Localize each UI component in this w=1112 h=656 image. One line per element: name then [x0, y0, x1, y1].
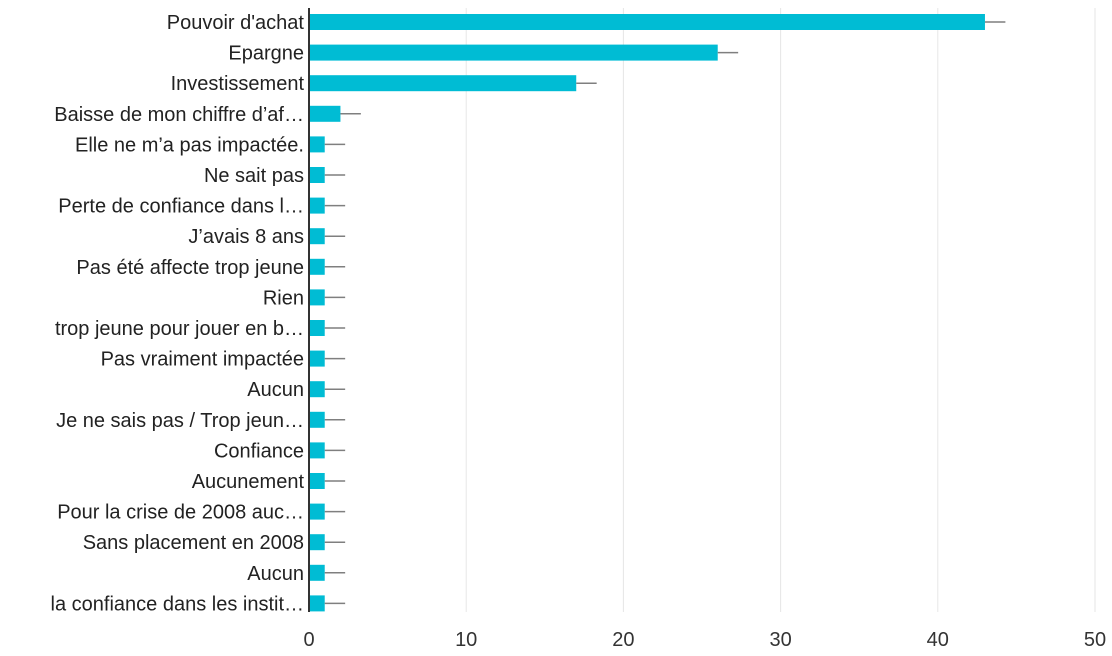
category-label-15: Aucunement [192, 471, 305, 493]
x-tick-label-40: 40 [927, 629, 949, 651]
category-label-18: Aucun [247, 563, 304, 585]
category-label-16: Pour la crise de 2008 auc… [57, 502, 304, 524]
bar-5 [309, 167, 325, 183]
error-bar-layer [324, 21, 1006, 605]
category-label-19: la confiance dans les instit… [51, 593, 304, 615]
bar-18 [309, 564, 325, 581]
category-label-8: Pas été affecte trop jeune [76, 257, 304, 279]
category-label-0: Pouvoir d'achat [167, 12, 305, 34]
bar-0 [309, 14, 985, 30]
category-label-layer: Pouvoir d'achat Epargne Investissement Bais… [51, 12, 305, 615]
bar-layer [309, 14, 985, 612]
x-tick-layer: 0 10 20 30 40 50 [303, 629, 1106, 651]
bar-4 [309, 136, 325, 153]
bar-19 [309, 595, 325, 612]
category-label-7: J’avais 8 ans [188, 226, 304, 248]
category-label-3: Baisse de mon chiffre d’af… [54, 104, 304, 126]
category-label-1: Epargne [228, 43, 304, 65]
bar-6 [309, 197, 325, 214]
category-label-17: Sans placement en 2008 [83, 532, 304, 554]
category-label-2: Investissement [171, 73, 305, 95]
bar-9 [309, 289, 325, 306]
x-tick-label-0: 0 [303, 629, 314, 651]
x-tick-label-50: 50 [1084, 629, 1106, 651]
bar-10 [309, 320, 325, 336]
category-label-13: Je ne sais pas / Trop jeun… [56, 410, 304, 432]
category-label-10: trop jeune pour jouer en b… [55, 318, 304, 340]
category-label-12: Aucun [247, 379, 304, 401]
bar-16 [309, 503, 325, 520]
category-label-4: Elle ne m’a pas impactée. [75, 134, 304, 156]
bar-1 [309, 44, 718, 61]
x-tick-label-30: 30 [769, 629, 791, 651]
category-label-11: Pas vraiment impactée [101, 349, 304, 371]
bar-3 [309, 105, 341, 122]
bar-11 [309, 350, 325, 367]
bar-2 [309, 75, 577, 92]
grid-layer [465, 8, 1096, 612]
bar-13 [309, 411, 325, 428]
bar-15 [309, 473, 325, 489]
bar-7 [309, 228, 325, 245]
bar-8 [309, 258, 325, 275]
category-label-6: Perte de confiance dans l… [58, 196, 304, 218]
bar-12 [309, 381, 325, 398]
bar-14 [309, 442, 325, 459]
bar-17 [309, 534, 325, 551]
category-label-9: Rien [263, 287, 304, 309]
category-label-14: Confiance [214, 440, 304, 462]
x-tick-label-10: 10 [455, 629, 477, 651]
x-tick-label-20: 20 [612, 629, 634, 651]
category-label-5: Ne sait pas [204, 165, 304, 187]
